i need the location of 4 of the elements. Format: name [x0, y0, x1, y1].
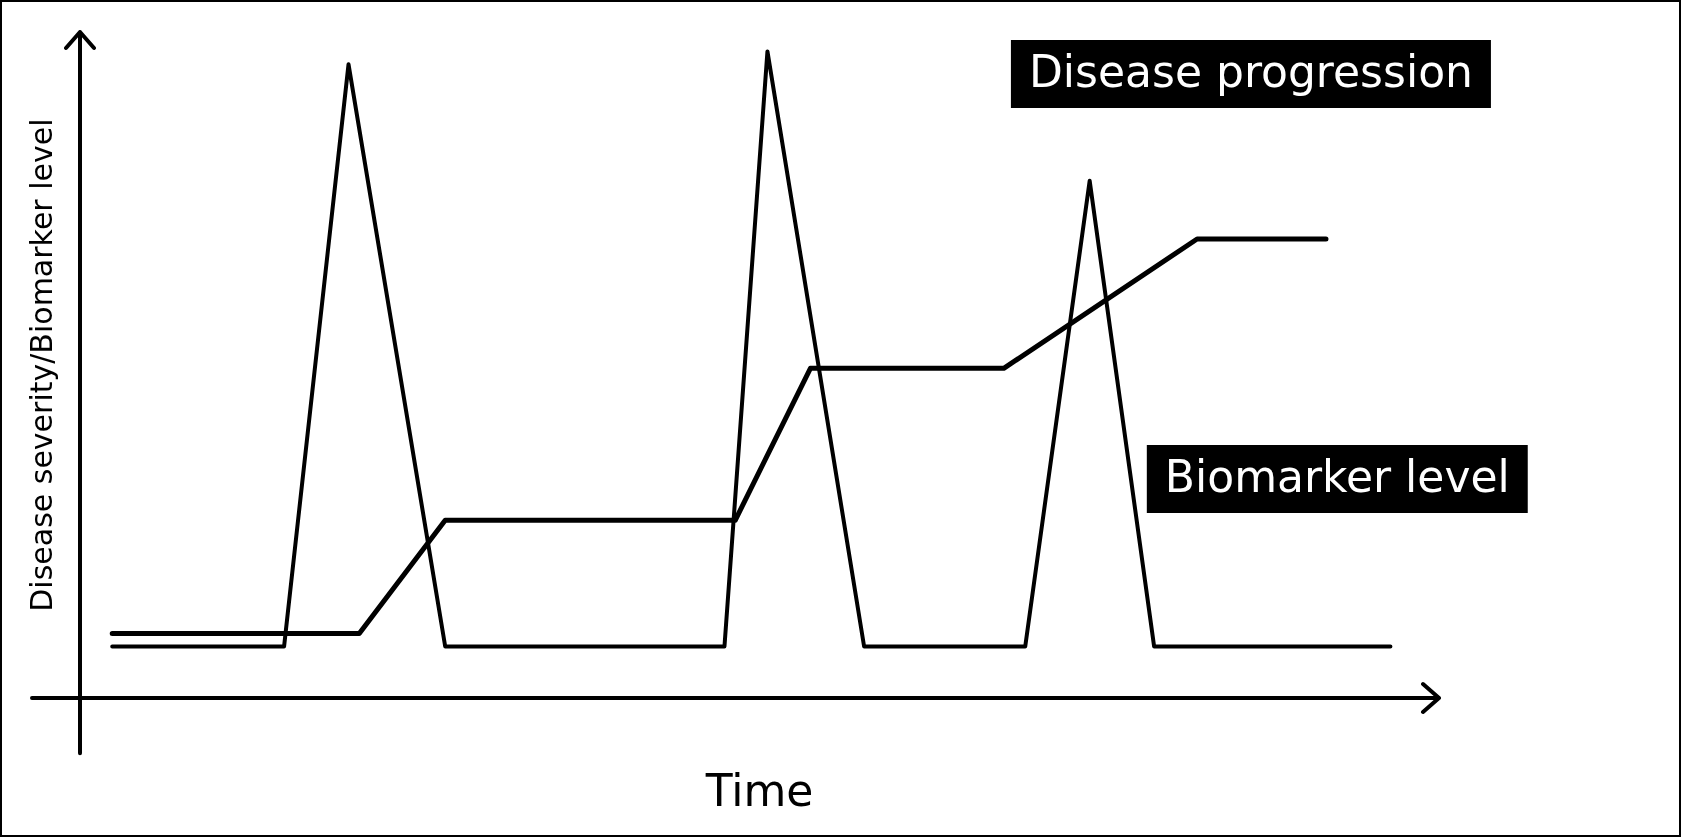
- y-axis-title: Disease severity/Biomarker level: [23, 118, 59, 612]
- text: Biomarker level: [1164, 451, 1510, 503]
- text: Disease progression: [1028, 46, 1473, 98]
- x-axis-title: Time: [704, 765, 814, 817]
